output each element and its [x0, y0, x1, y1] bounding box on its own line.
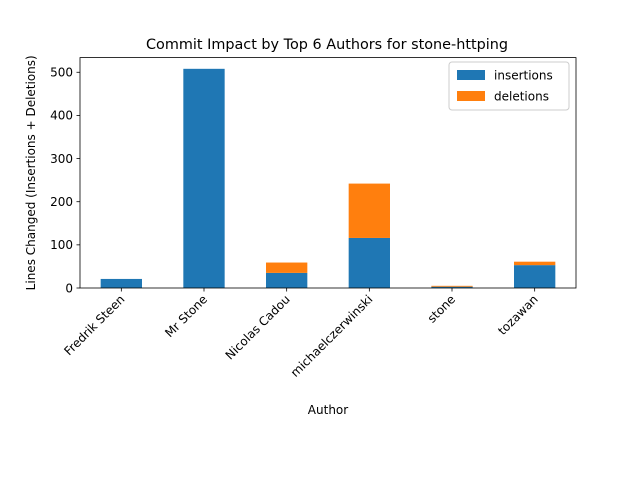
bar-insertions-4: [431, 286, 473, 288]
x-axis-title: Author: [308, 403, 348, 417]
y-tick-label: 300: [50, 152, 73, 166]
bar-deletions-2: [266, 262, 308, 273]
bar-insertions-0: [100, 278, 142, 288]
x-tick-label: Nicolas Cadou: [223, 292, 293, 362]
x-tick-label: tozawan: [495, 292, 541, 338]
legend-swatch-insertions: [457, 70, 485, 80]
bar-insertions-2: [266, 272, 308, 288]
y-axis: 0 100 200 300 400 500: [50, 66, 80, 295]
y-tick-label: 400: [50, 109, 73, 123]
x-axis: Fredrik Steen Mr Stone Nicolas Cadoumichae…: [61, 288, 541, 380]
chart-title: Commit Impact by Top 6 Authors for stone…: [146, 37, 508, 53]
x-tick-label: Mr Stone: [162, 292, 210, 340]
x-tick-label: Fredrik Steen: [61, 292, 127, 358]
bar-insertions-1: [183, 68, 225, 288]
bar-deletions-3: [348, 183, 390, 238]
legend: insertions deletions: [448, 61, 570, 111]
legend-swatch-deletions: [457, 91, 485, 101]
bars-group: [100, 68, 556, 288]
x-tick-label: michaelczerwinski: [288, 292, 376, 380]
y-axis-title: Lines Changed (Insertions + Deletions): [24, 55, 38, 290]
bar-insertions-5: [514, 265, 556, 288]
plot-frame: [79, 57, 577, 289]
y-tick-label: 200: [50, 195, 73, 209]
y-tick-label: 0: [65, 281, 73, 295]
bar-insertions-3: [348, 237, 390, 288]
y-tick-label: 100: [50, 238, 73, 252]
legend-label-deletions: deletions: [494, 90, 549, 104]
y-tick-label: 500: [50, 66, 73, 80]
x-tick-label: stone: [425, 292, 458, 325]
bar-deletions-5: [514, 261, 556, 266]
legend-label-insertions: insertions: [494, 69, 553, 83]
bar-deletions-4: [431, 285, 473, 287]
